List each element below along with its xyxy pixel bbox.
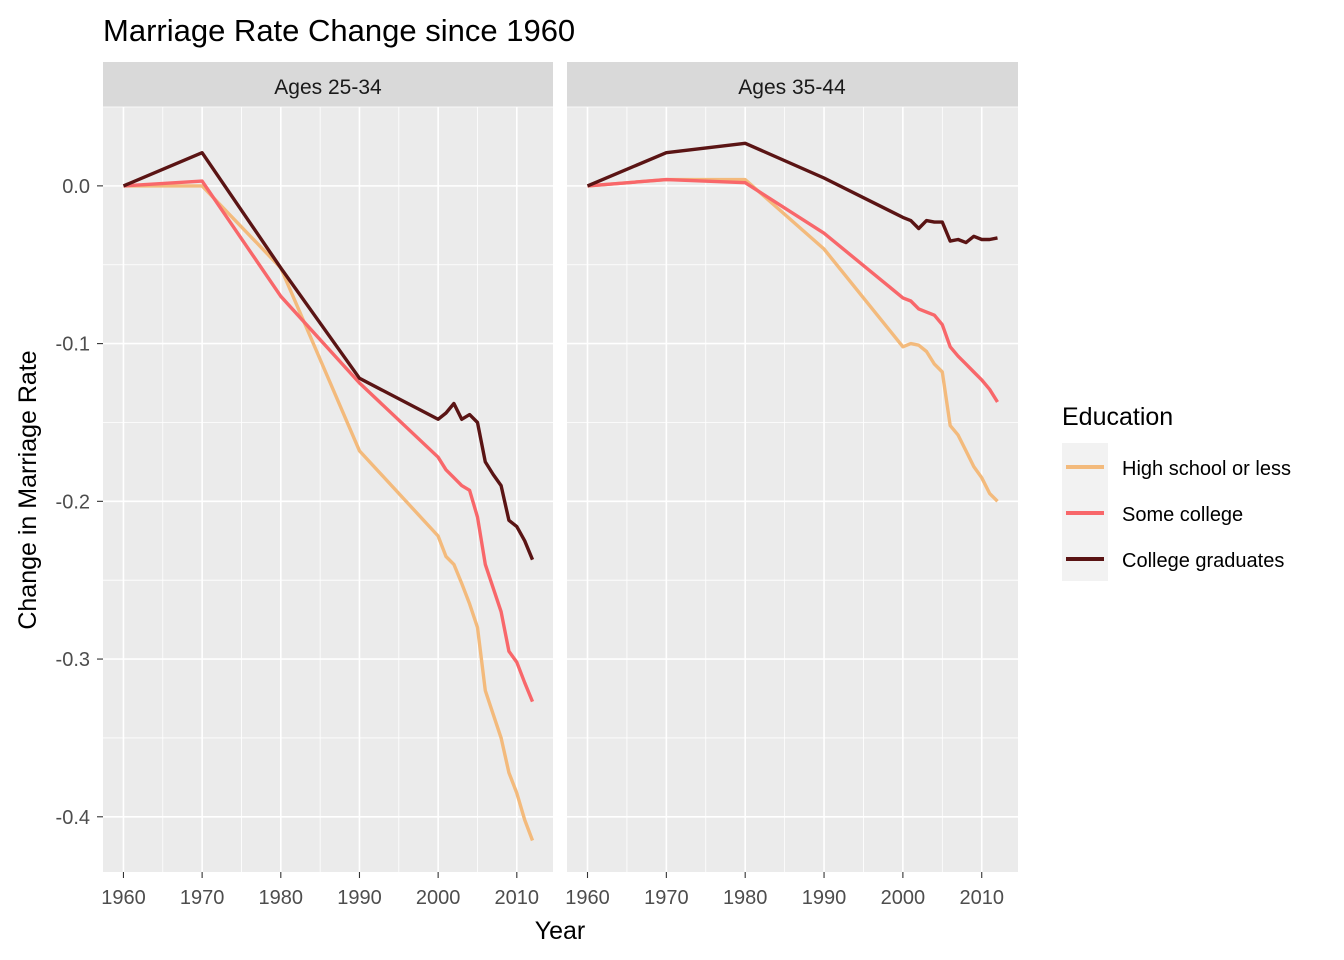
series-line-college-graduates [122,150,535,561]
x-tick-label: 2010 [959,887,1004,909]
gridlines [567,106,1018,872]
series-line-high-school-or-less [587,177,999,503]
series-line-some-college [123,179,535,703]
y-axis: 0.0 -0.1 -0.2 -0.3 -0.4 [56,176,103,829]
series-line-high-school-or-less [123,184,535,842]
x-tick-label: 1990 [337,887,382,909]
y-tick-label: -0.2 [56,491,90,513]
panel-background [567,107,1018,872]
x-tick-label: 1960 [565,887,610,909]
x-tick-label: 2010 [495,887,540,909]
legend: Education High school or less Some colleg… [1062,403,1291,581]
legend-label: College graduates [1122,550,1284,572]
x-tick-label: 1970 [180,887,225,909]
panel-strip [103,62,553,107]
x-axis-title: Year [535,917,586,945]
x-tick-label: 1980 [259,887,304,909]
y-tick-label: -0.4 [56,807,90,829]
y-tick-label: 0.0 [62,176,90,198]
legend-title: Education [1062,403,1173,431]
x-tick-label: 2000 [416,887,461,909]
x-tick-label: 1990 [802,887,847,909]
x-tick-label: 2000 [881,887,926,909]
series-line-some-college [587,177,999,403]
x-tick-label: 1970 [644,887,689,909]
y-axis-title: Change in Marriage Rate [14,350,42,629]
series-lines [122,150,535,842]
x-tick-label: 1960 [101,887,146,909]
panel-strip [567,62,1018,107]
x-axis-ages-35-44: 1960 1970 1980 1990 2000 2010 [565,872,1004,909]
x-axis-ages-25-34: 1960 1970 1980 1990 2000 2010 [101,872,539,909]
panel-ages-35-44: Ages 35-44 [567,62,1018,872]
series-line-college-graduates [586,141,998,245]
legend-label: High school or less [1122,458,1291,480]
panel-strip-label: Ages 25-34 [274,76,382,99]
series-lines [586,141,999,503]
chart-title: Marriage Rate Change since 1960 [103,13,575,48]
legend-label: Some college [1122,504,1243,526]
x-tick-label: 1980 [723,887,768,909]
y-tick-label: -0.3 [56,649,90,671]
panel-ages-25-34: Ages 25-34 [103,62,553,872]
panel-background [103,107,553,872]
panel-strip-label: Ages 35-44 [738,76,846,99]
y-tick-label: -0.1 [56,334,90,356]
gridlines [103,106,553,872]
